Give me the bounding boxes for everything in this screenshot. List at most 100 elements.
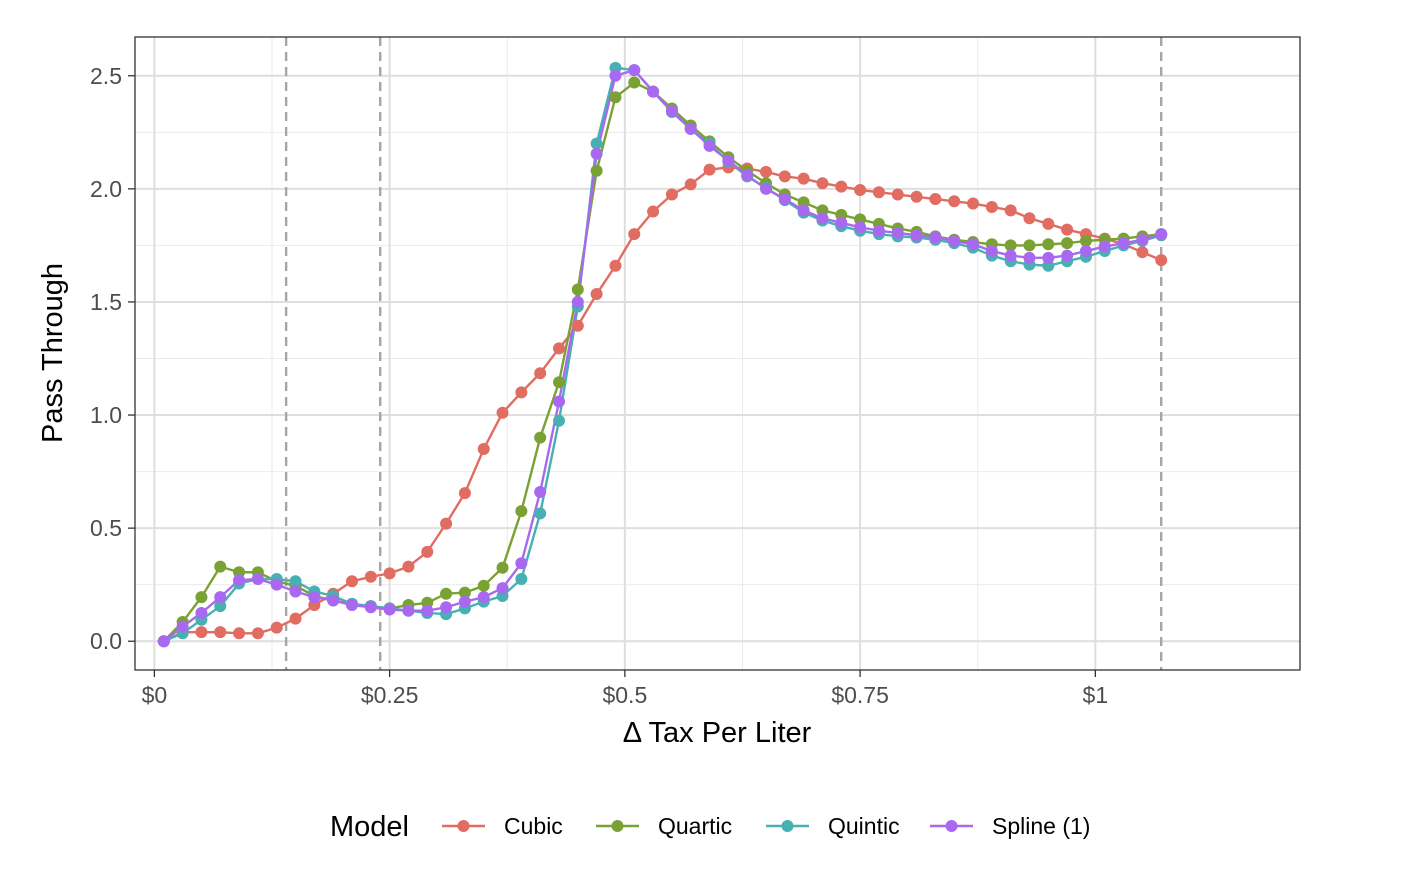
data-point-spline-1 — [214, 591, 227, 604]
data-point-quintic — [534, 507, 547, 520]
data-point-cubic — [665, 188, 678, 201]
data-point-cubic — [835, 180, 848, 193]
data-point-cubic — [929, 193, 942, 206]
data-point-cubic — [778, 170, 791, 183]
data-point-spline-1 — [1136, 233, 1149, 246]
data-point-cubic — [609, 259, 622, 272]
data-point-spline-1 — [760, 182, 773, 195]
data-point-spline-1 — [440, 601, 453, 614]
data-point-cubic — [760, 165, 773, 178]
legend-key-point — [781, 820, 794, 832]
data-point-quartic — [214, 560, 227, 573]
data-point-spline-1 — [195, 606, 208, 619]
data-point-spline-1 — [176, 620, 189, 633]
data-point-cubic — [647, 205, 660, 218]
data-point-quintic — [590, 137, 603, 150]
data-point-spline-1 — [402, 604, 415, 617]
data-point-quartic — [590, 164, 603, 177]
data-point-cubic — [364, 570, 377, 583]
legend-key-point — [945, 820, 958, 832]
y-tick-label: 1.0 — [90, 402, 122, 428]
data-point-spline-1 — [816, 212, 829, 225]
data-point-cubic — [270, 621, 283, 634]
data-point-cubic — [440, 517, 453, 530]
legend-label: Quartic — [658, 813, 732, 839]
data-point-cubic — [854, 183, 867, 196]
data-point-cubic — [515, 386, 528, 399]
data-point-cubic — [402, 560, 415, 573]
data-point-spline-1 — [270, 578, 283, 591]
data-point-spline-1 — [571, 295, 584, 308]
data-point-cubic — [891, 188, 904, 201]
legend-label: Cubic — [504, 813, 563, 839]
data-point-cubic — [985, 200, 998, 213]
data-point-quartic — [1079, 234, 1092, 247]
data-point-cubic — [214, 626, 227, 639]
data-point-spline-1 — [1023, 251, 1036, 264]
data-point-quintic — [214, 600, 227, 613]
data-point-quartic — [1061, 237, 1074, 250]
data-point-cubic — [1061, 223, 1074, 236]
data-point-spline-1 — [477, 591, 490, 604]
data-point-spline-1 — [891, 226, 904, 239]
data-point-cubic — [590, 288, 603, 301]
data-point-cubic — [383, 567, 396, 580]
legend-key-point — [611, 820, 624, 832]
x-axis-title: Δ Tax Per Liter — [623, 717, 812, 749]
data-point-cubic — [872, 186, 885, 199]
data-point-spline-1 — [251, 573, 264, 586]
data-point-spline-1 — [157, 635, 170, 648]
data-point-spline-1 — [609, 69, 622, 82]
data-point-cubic — [496, 406, 509, 419]
legend-title: Model — [330, 811, 409, 843]
data-point-cubic — [251, 627, 264, 640]
y-tick-label: 1.5 — [90, 289, 122, 315]
data-point-spline-1 — [1061, 249, 1074, 262]
legend: Model Cubic Quartic Quintic Spline (1) — [330, 811, 1090, 843]
y-tick-label: 0.5 — [90, 515, 122, 541]
data-point-cubic — [1023, 212, 1036, 225]
data-point-spline-1 — [948, 234, 961, 247]
data-point-spline-1 — [534, 485, 547, 498]
data-point-quartic — [1004, 239, 1017, 252]
data-point-spline-1 — [515, 557, 528, 570]
data-point-quartic — [477, 579, 490, 592]
data-point-spline-1 — [1098, 240, 1111, 253]
data-point-spline-1 — [233, 574, 246, 587]
data-point-quartic — [571, 283, 584, 296]
data-point-quartic — [553, 376, 565, 389]
data-point-cubic — [967, 197, 980, 210]
data-point-cubic — [289, 612, 302, 625]
data-point-spline-1 — [327, 594, 340, 607]
data-point-spline-1 — [967, 238, 980, 251]
data-point-spline-1 — [1004, 249, 1017, 262]
data-point-spline-1 — [647, 85, 660, 98]
data-point-quartic — [515, 505, 528, 518]
x-tick-label: $0.75 — [831, 682, 889, 708]
data-point-spline-1 — [703, 139, 716, 152]
data-point-spline-1 — [985, 245, 998, 258]
data-point-cubic — [797, 172, 810, 185]
data-point-spline-1 — [628, 64, 641, 77]
y-tick-label: 0.0 — [90, 628, 122, 654]
data-point-spline-1 — [1079, 245, 1092, 258]
data-point-quartic — [1042, 238, 1055, 251]
data-point-cubic — [703, 163, 716, 176]
data-point-spline-1 — [1042, 251, 1055, 264]
data-point-cubic — [910, 190, 923, 203]
data-point-cubic — [553, 342, 565, 355]
data-point-quartic — [440, 587, 453, 600]
data-point-cubic — [458, 487, 471, 500]
data-point-spline-1 — [741, 169, 754, 182]
data-point-quartic — [195, 591, 208, 604]
data-point-spline-1 — [910, 229, 923, 242]
x-tick-label: $0 — [142, 682, 168, 708]
data-point-spline-1 — [345, 599, 358, 612]
data-point-quintic — [289, 575, 302, 588]
data-point-spline-1 — [553, 395, 565, 408]
data-point-cubic — [571, 319, 584, 332]
data-point-spline-1 — [854, 221, 867, 234]
data-point-quintic — [553, 414, 565, 427]
data-point-spline-1 — [383, 603, 396, 616]
data-point-cubic — [421, 545, 434, 558]
